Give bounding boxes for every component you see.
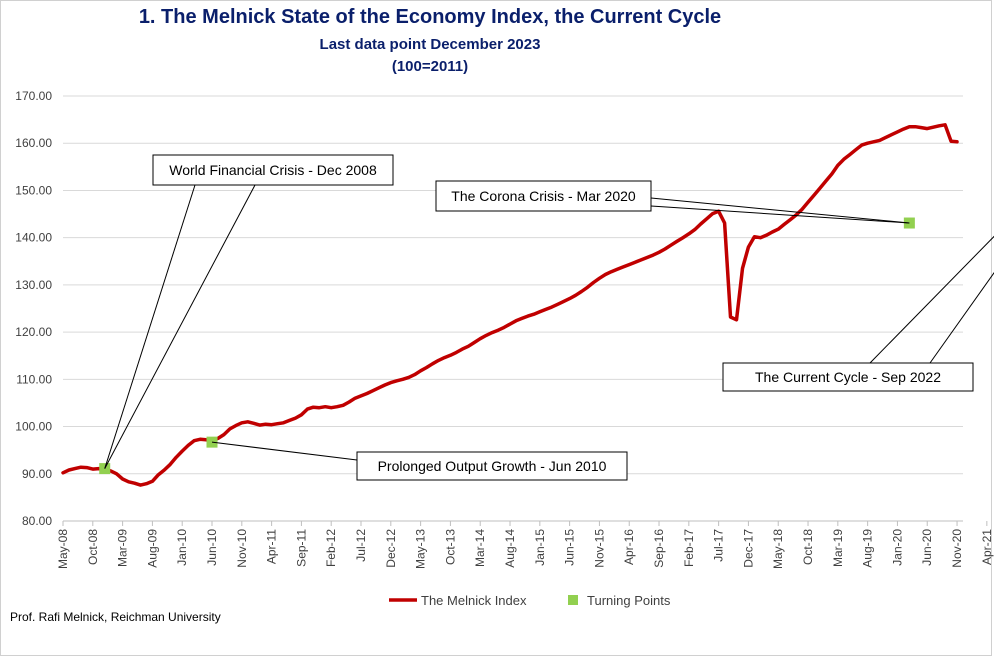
annotation-label: The Current Cycle - Sep 2022 [755,369,941,385]
y-tick-label: 140.00 [15,231,52,245]
legend-label-index: The Melnick Index [421,593,527,608]
x-tick-label: Mar-19 [831,529,845,567]
x-tick-label: Jan-15 [533,529,547,566]
x-tick-label: Oct-13 [443,529,457,565]
x-tick-label: Nov-20 [950,529,964,568]
x-tick-label: Jan-10 [175,529,189,566]
chart-subtitle: Last data point December 2023 [319,36,541,53]
y-tick-label: 150.00 [15,183,52,197]
x-axis-labels: May-08 Oct-08 Mar-09 Aug-09 Jan-10 Jun-10 Nov-… [56,529,994,569]
x-tick-label: Dec-17 [741,529,755,568]
annotation-leader-line [104,184,256,469]
chart-subtitle-base: (100=2011) [391,58,469,75]
annotation-box [356,451,628,481]
x-tick-label: Jan-20 [890,529,904,566]
legend-marker-swatch [568,595,578,605]
x-tick-label: Nov-15 [592,529,606,568]
annotation-box [435,180,652,212]
x-tick-label: Jun-20 [920,529,934,566]
x-tick-label: Oct-08 [86,529,100,565]
y-tick-label: 130.00 [15,278,52,292]
y-tick-label: 110.00 [16,372,52,386]
annotation-label: Prolonged Output Growth - Jun 2010 [378,458,607,474]
y-tick-label: 170.00 [15,89,52,103]
annotation-leader-line [650,205,910,224]
legend: The Melnick Index Turning Points [389,593,671,608]
annotation-label: World Financial Crisis - Dec 2008 [169,162,377,178]
x-tick-label: Apr-21 [980,529,994,565]
x-tick-label: Jun-15 [563,529,577,566]
x-tick-label: Oct-18 [801,529,815,565]
x-tick-label: Apr-11 [265,529,279,564]
y-tick-label: 120.00 [15,325,52,339]
x-tick-label: Sep-16 [652,529,666,568]
x-tick-label: Mar-14 [473,529,487,567]
y-tick-label: 160.00 [15,136,52,150]
x-tick-label: Aug-19 [861,529,875,568]
annotation-leader-line [211,441,358,461]
y-tick-label: 80.00 [22,514,52,528]
annotation-label: The Corona Crisis - Mar 2020 [451,188,636,204]
annotation-leader-line [104,184,196,469]
x-axis [62,520,988,526]
x-tick-label: Jul-17 [712,529,726,562]
x-tick-label: May-13 [414,529,428,569]
annotation-leader-line [929,272,994,364]
chart-title: 1. The Melnick State of the Economy Inde… [138,6,722,28]
x-tick-label: May-18 [771,529,785,569]
annotations: World Financial Crisis - Dec 2008 Prolong… [104,154,994,481]
x-tick-label: Dec-12 [384,529,398,568]
annotation-box [722,362,974,392]
annotation-box [152,154,394,186]
x-tick-label: Feb-17 [682,529,696,567]
x-tick-label: Aug-09 [145,529,159,568]
annotation-leader-line [650,197,910,224]
y-axis-labels: 80.00 90.00 100.00 110.00 120.00 130.00 140.00… [15,89,52,528]
x-tick-label: Apr-16 [622,529,636,565]
x-tick-label: Aug-14 [503,529,517,568]
x-tick-label: Mar-09 [116,529,130,567]
x-tick-label: Jul-12 [354,529,368,562]
x-tick-label: Nov-10 [235,529,249,568]
x-tick-label: Jun-10 [205,529,219,566]
x-tick-label: Sep-11 [294,529,308,567]
credit-text: Prof. Rafi Melnick, Reichman University [10,610,221,624]
y-tick-label: 100.00 [15,420,52,434]
y-tick-label: 90.00 [22,467,52,481]
x-tick-label: Feb-12 [324,529,338,567]
legend-label-turning-points: Turning Points [587,593,671,608]
x-tick-label: May-08 [56,529,70,569]
annotation-leader-line [869,235,994,364]
